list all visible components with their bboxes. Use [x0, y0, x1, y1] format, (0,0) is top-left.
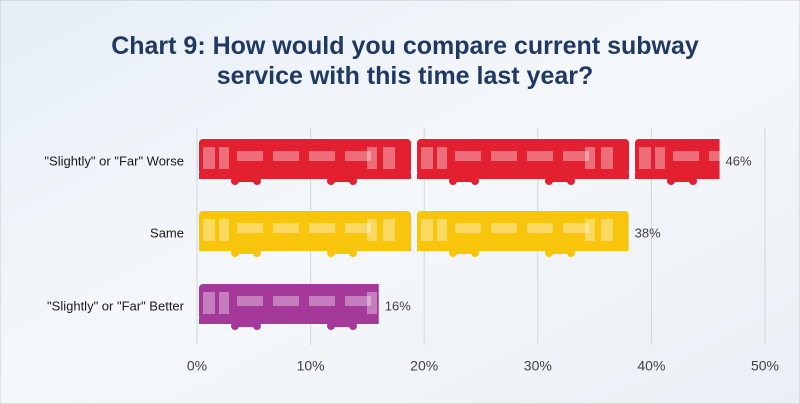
y-tick-label: "Slightly" or "Far" Better [47, 298, 185, 313]
bar [197, 139, 720, 185]
x-tick-label: 40% [637, 358, 665, 374]
x-tick-label: 0% [187, 358, 207, 374]
y-tick-label: Same [150, 225, 184, 240]
value-label: 38% [635, 225, 661, 240]
value-label: 16% [385, 298, 411, 313]
value-label: 46% [726, 153, 752, 168]
chart-title: Chart 9: How would you compare current s… [111, 32, 699, 90]
x-tick-label: 50% [751, 358, 779, 374]
x-tick-label: 10% [297, 358, 325, 374]
x-tick-label: 30% [524, 358, 552, 374]
x-tick-label: 20% [410, 358, 438, 374]
bar [197, 284, 379, 330]
bar [197, 211, 629, 257]
y-tick-label: "Slightly" or "Far" Worse [44, 153, 184, 168]
